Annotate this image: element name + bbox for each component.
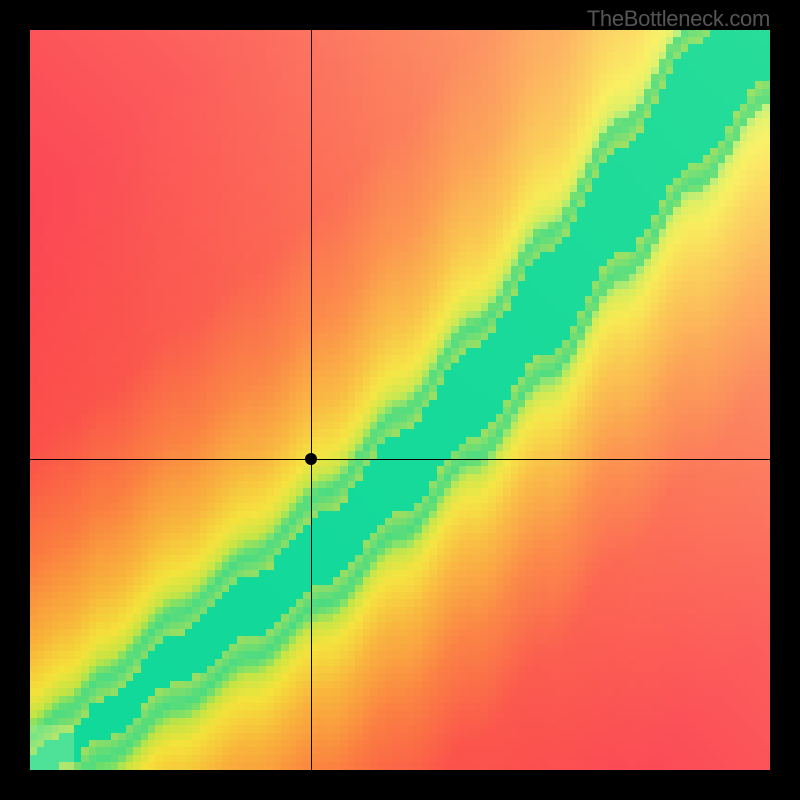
crosshair-marker — [305, 453, 317, 465]
crosshair-horizontal — [30, 459, 770, 460]
plot-area — [30, 30, 770, 770]
crosshair-vertical — [311, 30, 312, 770]
watermark-text: TheBottleneck.com — [587, 6, 770, 32]
heatmap-canvas — [30, 30, 770, 770]
chart-container: TheBottleneck.com — [0, 0, 800, 800]
